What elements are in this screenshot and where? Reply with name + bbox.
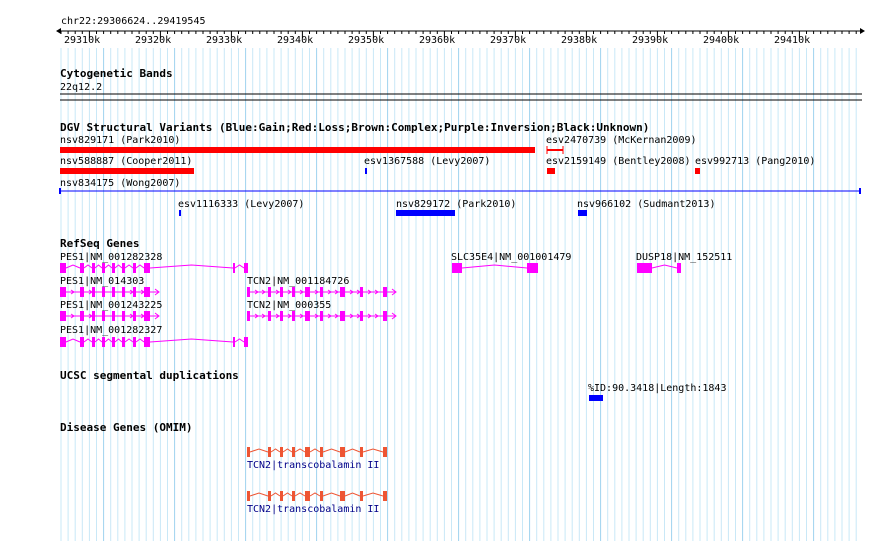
ruler-tick-label: 29400k [703, 35, 740, 46]
gene-model-dusp18[interactable] [635, 262, 685, 274]
gene-label: TCN2|NM_000355 [247, 300, 332, 311]
variant-label: nsv829172 (Park2010) [396, 199, 517, 210]
gene-model-pes1[interactable] [58, 310, 160, 322]
gene-label: PES1|NM_001243225 [60, 300, 163, 311]
variant-feature-loss[interactable] [546, 146, 566, 154]
ruler-tick-label: 29310k [64, 35, 101, 46]
cytoband-bar[interactable] [0, 0, 890, 110]
ruler-tick-label: 29410k [774, 35, 811, 46]
gene-model-tcn2[interactable] [245, 490, 395, 502]
variant-label: esv2159149 (Bentley2008) [546, 156, 691, 167]
gene-label: PES1|NM_001282327 [60, 325, 163, 336]
variant-feature-loss[interactable] [60, 168, 194, 174]
variant-label: esv2470739 (McKernan2009) [546, 135, 697, 146]
variant-label: esv992713 (Pang2010) [695, 156, 816, 167]
gene-label: DUSP18|NM_152511 [636, 252, 733, 263]
variant-label: esv1367588 (Levy2007) [364, 156, 491, 167]
gene-model-slc35e4[interactable] [450, 262, 542, 274]
track-title-refseq: RefSeq Genes [60, 237, 140, 250]
track-title-dgv: DGV Structural Variants (Blue:Gain;Red:L… [60, 121, 650, 134]
gene-model-tcn2[interactable] [245, 310, 405, 322]
variant-feature-loss[interactable] [695, 168, 700, 174]
omim-gene-label: TCN2|transcobalamin II [247, 460, 380, 471]
gene-label: SLC35E4|NM_001001479 [451, 252, 572, 263]
variant-label: nsv829171 (Park2010) [60, 135, 181, 146]
ruler-tick-label: 29370k [490, 35, 527, 46]
segdup-label: %ID:90.3418|Length:1843 [588, 383, 727, 394]
gene-model-pes1[interactable] [58, 286, 160, 298]
ruler-tick-label: 29350k [348, 35, 385, 46]
ruler-tick-label: 29380k [561, 35, 598, 46]
track-title-segdups: UCSC segmental duplications [60, 369, 239, 382]
ruler-tick-label: 29390k [632, 35, 669, 46]
ruler-tick-label: 29330k [206, 35, 243, 46]
ruler-axis[interactable] [0, 0, 890, 60]
variant-label: esv1116333 (Levy2007) [178, 199, 305, 210]
location-label: chr22:29306624..29419545 [61, 16, 206, 27]
track-title-cytobands: Cytogenetic Bands [60, 67, 173, 80]
variant-feature-loss[interactable] [547, 168, 555, 174]
segdup-feature[interactable] [589, 395, 603, 401]
track-title-omim: Disease Genes (OMIM) [60, 421, 193, 434]
variant-label: nsv966102 (Sudmant2013) [577, 199, 716, 210]
gene-label: TCN2|NM_001184726 [247, 276, 350, 287]
variant-label: nsv588887 (Cooper2011) [60, 156, 193, 167]
ruler-tick-label: 29360k [419, 35, 456, 46]
variant-feature-gain[interactable] [578, 210, 587, 216]
variant-feature-gain[interactable] [179, 210, 181, 216]
gene-model-pes1[interactable] [58, 336, 253, 348]
variant-feature-gain[interactable] [396, 210, 455, 216]
variant-feature-gain[interactable] [365, 168, 367, 174]
gene-model-tcn2[interactable] [245, 446, 395, 458]
variant-feature-loss[interactable] [60, 147, 535, 153]
gene-label: PES1|NM_014303 [60, 276, 145, 287]
variant-feature-gain[interactable] [58, 186, 864, 196]
variant-label: nsv834175 (Wong2007) [60, 178, 181, 189]
cytoband-label: 22q12.2 [60, 82, 103, 93]
ruler-tick-label: 29320k [135, 35, 172, 46]
gene-label: PES1|NM_001282328 [60, 252, 163, 263]
omim-gene-label: TCN2|transcobalamin II [247, 504, 380, 515]
gene-model-pes1[interactable] [58, 262, 253, 274]
gene-model-tcn2[interactable] [245, 286, 405, 298]
ruler-tick-label: 29340k [277, 35, 314, 46]
